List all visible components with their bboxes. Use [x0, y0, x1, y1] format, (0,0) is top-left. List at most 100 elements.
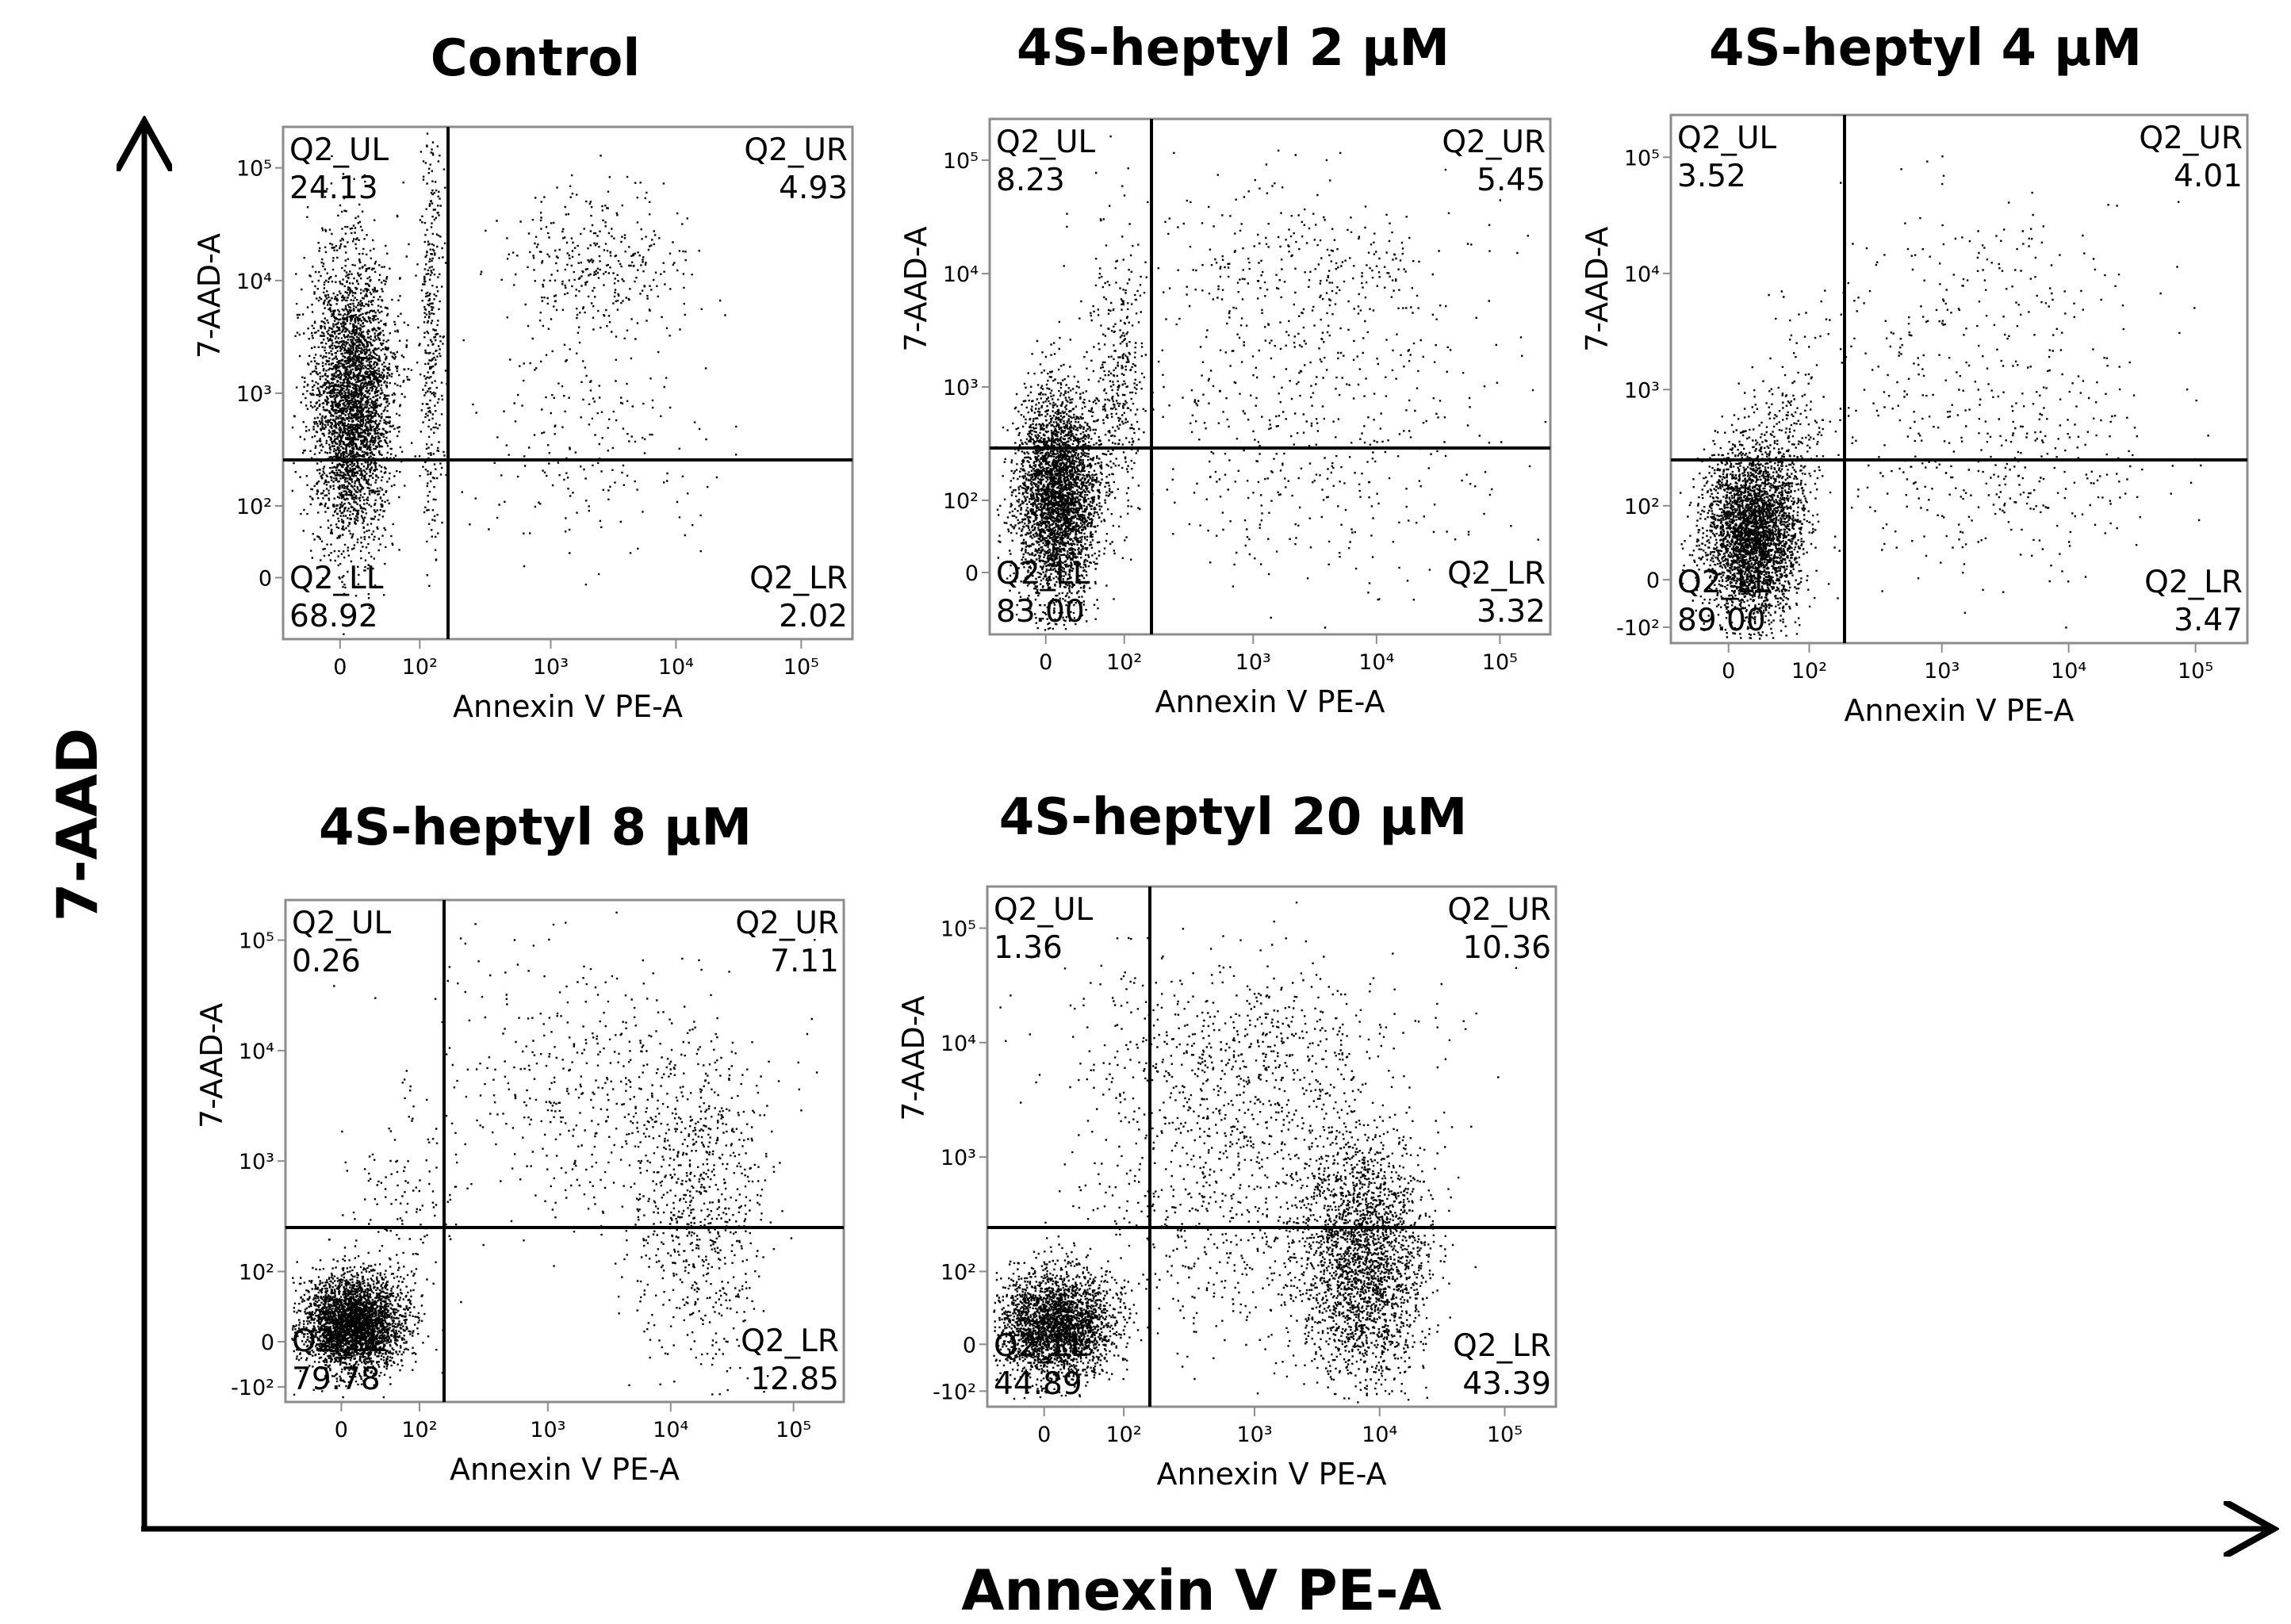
- x-tick-label: 10⁵: [1487, 1423, 1523, 1447]
- x-tick-label: 10²: [1791, 659, 1827, 684]
- quadrant-percent: 4.01: [2174, 159, 2243, 194]
- quadrant-percent: 10.36: [1462, 930, 1551, 966]
- y-axis-label: 7-AAD-A: [192, 233, 227, 358]
- x-tick-label: 0: [1037, 1423, 1051, 1447]
- quadrant-name: Q2_UL: [289, 132, 389, 168]
- y-tick-label: 0: [963, 1333, 976, 1358]
- y-tick-label: 10³: [943, 376, 979, 400]
- plot-frame: [1669, 113, 2249, 645]
- y-tick-label: 10²: [1624, 495, 1660, 519]
- x-tick-label: 0: [335, 1418, 348, 1442]
- x-tick-label: 10⁵: [783, 655, 819, 680]
- quadrant-percent: 7.11: [770, 944, 839, 979]
- y-tick-label: 10⁵: [239, 929, 274, 954]
- y-tick-label: 0: [965, 561, 979, 586]
- y-tick-label: 10⁴: [943, 262, 979, 287]
- quadrant-name: Q2_UL: [292, 906, 392, 941]
- x-tick-label: 10⁵: [2178, 659, 2213, 684]
- quadrant-percent: 8.23: [996, 163, 1065, 198]
- x-tick-label: 0: [1039, 650, 1052, 675]
- y-axis-label: 7-AAD-A: [896, 995, 931, 1120]
- y-tick-label: 10⁵: [943, 149, 979, 174]
- y-tick-label: 10⁵: [1624, 146, 1660, 170]
- x-axis-label: Annexin V PE-A: [450, 1452, 680, 1487]
- quadrant-percent: 2.02: [779, 599, 848, 634]
- x-tick-label: 10⁵: [776, 1418, 811, 1442]
- quadrant-name: Q2_UR: [735, 906, 839, 941]
- panel-title: 4S-heptyl 2 µM: [1017, 19, 1450, 78]
- event-dots: [291, 911, 818, 1399]
- quadrant-name: Q2_UR: [1447, 892, 1551, 928]
- quadrant-percent: 3.52: [1677, 159, 1746, 194]
- flow-panel-5: 4S-heptyl 20 µMQ2_UL1.36Q2_UR10.36Q2_LL4…: [896, 788, 1557, 1492]
- y-tick-label: 0: [259, 566, 272, 591]
- quadrant-name: Q2_LR: [2144, 565, 2243, 600]
- x-tick-label: 10⁵: [1482, 650, 1518, 675]
- x-tick-label: 10³: [1236, 1423, 1272, 1447]
- y-tick-label: 10²: [239, 1260, 274, 1285]
- scatter-points: [993, 902, 1518, 1404]
- outer-axes: 7-AAD Annexin V PE-A: [45, 127, 2268, 1623]
- panel-title: 4S-heptyl 8 µM: [319, 799, 752, 857]
- quadrant-name: Q2_UL: [994, 892, 1094, 928]
- quadrant-percent: 89.00: [1677, 603, 1766, 638]
- x-tick-label: 0: [1722, 659, 1735, 684]
- scatter-points: [291, 911, 818, 1399]
- quadrant-name: Q2_LR: [1453, 1328, 1551, 1364]
- quadrant-percent: 1.36: [994, 930, 1063, 966]
- quadrant-percent: 24.13: [289, 170, 378, 206]
- scatter-points: [1680, 155, 2209, 640]
- x-tick-label: 10³: [1924, 659, 1960, 684]
- panel-title: 4S-heptyl 4 µM: [1709, 19, 2142, 78]
- quadrant-name: Q2_UR: [744, 132, 848, 168]
- big-y-axis-title: 7-AAD: [45, 728, 110, 921]
- quadrant-name: Q2_UR: [1442, 124, 1546, 160]
- quadrant-percent: 3.47: [2174, 603, 2243, 638]
- y-tick-label: 10⁵: [236, 157, 272, 182]
- panel-title: 4S-heptyl 20 µM: [999, 788, 1468, 847]
- y-tick-label: 10³: [236, 382, 272, 407]
- flow-panel-4: 4S-heptyl 8 µM Q2_UL0.26 Q2_UR7.11 Q2_LL79.…: [194, 799, 845, 1487]
- quadrant-percent: 68.92: [289, 599, 378, 634]
- x-axis-label: Annexin V PE-A: [1157, 1457, 1387, 1492]
- y-tick-label: 10⁴: [236, 270, 272, 294]
- x-axis-label: Annexin V PE-A: [453, 689, 683, 724]
- quadrant-percent: 83.00: [996, 594, 1085, 630]
- y-tick-label: 10⁵: [941, 917, 976, 941]
- quadrant-name: Q2_LL: [1677, 565, 1772, 600]
- x-tick-label: 10²: [1105, 1423, 1141, 1447]
- quadrant-name: Q2_LL: [996, 556, 1090, 592]
- y-tick-label: 10³: [239, 1150, 274, 1174]
- x-axis-label: Annexin V PE-A: [1845, 693, 2075, 728]
- quadrant-name: Q2_LL: [292, 1323, 386, 1359]
- y-tick-label: 10²: [941, 1260, 976, 1285]
- y-tick-label: 10³: [941, 1146, 976, 1170]
- x-tick-label: 10⁴: [1362, 1423, 1397, 1447]
- quadrant-name: Q2_LL: [289, 561, 384, 596]
- quadrant-name: Q2_UL: [996, 124, 1096, 160]
- x-tick-label: 10⁴: [658, 655, 694, 680]
- x-tick-label: 10²: [1106, 650, 1142, 675]
- y-tick-label: 10²: [236, 495, 272, 519]
- y-tick-label: 10³: [1624, 378, 1660, 403]
- quadrant-percent: 3.32: [1477, 594, 1546, 630]
- quadrant-name: Q2_UR: [2139, 121, 2243, 156]
- quadrant-name: Q2_LR: [1447, 556, 1546, 592]
- x-tick-label: 10²: [401, 1418, 437, 1442]
- quadrant-percent: 0.26: [292, 944, 361, 979]
- big-x-axis-title: Annexin V PE-A: [961, 1558, 1442, 1623]
- flow-panel-2: 4S-heptyl 2 µM Q2_UL8.23 Q2_UR5.45 Q2_LL83.…: [898, 19, 1552, 719]
- quadrant-name: Q2_UL: [1677, 121, 1777, 156]
- y-tick-label: 10⁴: [941, 1032, 976, 1056]
- y-tick-label: 10²: [943, 489, 979, 514]
- y-tick-label: -10²: [933, 1380, 976, 1404]
- x-tick-label: 0: [333, 655, 347, 680]
- quadrant-percent: 44.89: [994, 1366, 1082, 1402]
- panels: ControlQ2_UL24.13Q2_UR4.93Q2_LL68.92Q2_L…: [192, 19, 2249, 1492]
- y-tick-label: -10²: [1616, 616, 1660, 641]
- x-tick-label: 10⁴: [1358, 650, 1394, 675]
- quadrant-percent: 5.45: [1477, 163, 1546, 198]
- x-tick-label: 10⁴: [2051, 659, 2086, 684]
- x-axis-label: Annexin V PE-A: [1155, 684, 1385, 719]
